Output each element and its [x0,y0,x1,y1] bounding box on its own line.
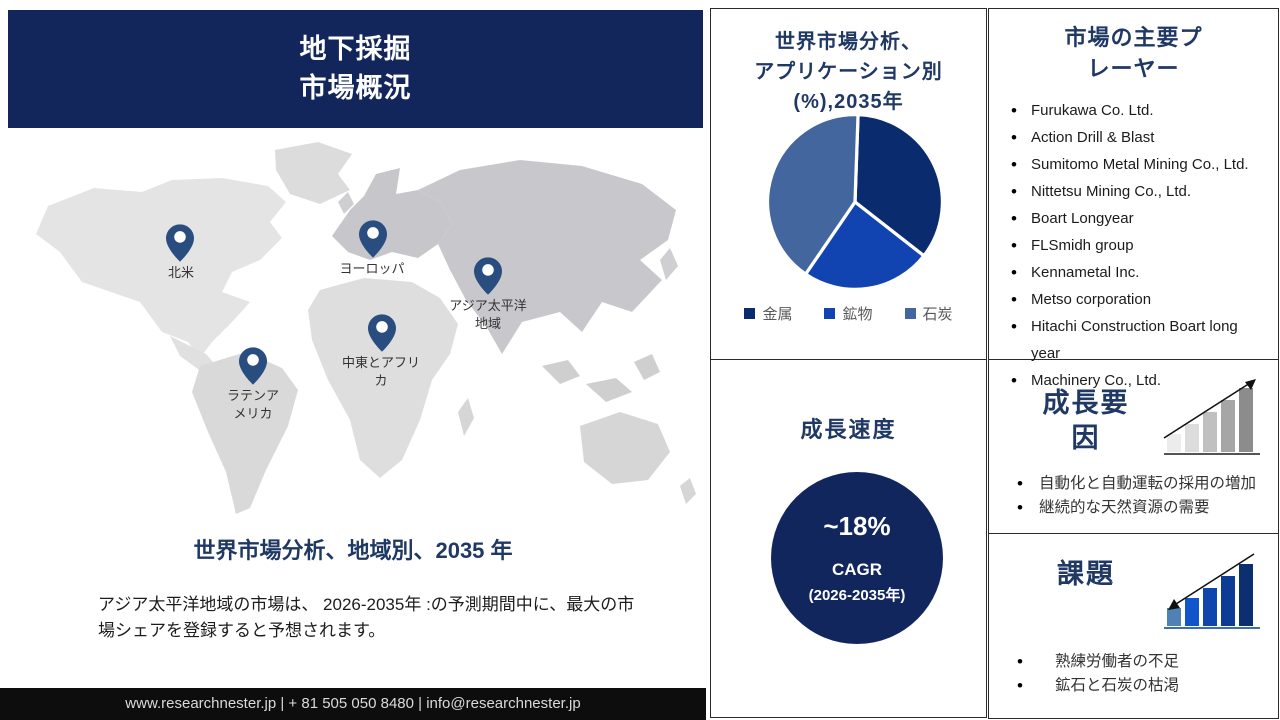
pie-slice-金属 [853,113,944,258]
pie-legend: 金属 鉱物 石炭 [711,303,986,324]
cagr-period: (2026-2035年) [808,587,906,604]
map-pin-latin-america [239,347,267,385]
key-players-title: 市場の主要プレーヤー [1064,25,1203,81]
challenges-list: 熟練労働者の不足 鉱石と石炭の枯渇 [1017,650,1278,698]
list-item: Hitachi Construction Boart long year [1007,313,1263,367]
legend-swatch-coal [904,308,916,319]
application-share-panel: 世界市場分析、 アプリケーション別 (%),2035年 金属 鉱物 石炭 [710,8,987,360]
legend-label-coal: 石炭 [922,306,953,323]
list-item: 自動化と自動運転の採用の増加 [1017,472,1278,496]
list-item: Metso corporation [1007,286,1263,313]
map-pin-middle-east-africa [368,314,396,352]
legend-item-mineral: 鉱物 [824,303,873,324]
list-item: Furukawa Co. Ltd. [1007,97,1263,124]
legend-label-mineral: 鉱物 [842,306,873,323]
world-map-section: 北米 ヨーロッパ アジア太平洋地域 中東とアフリカ ラテンアメリカ [20,140,700,520]
cagr-value: ~18% [823,511,891,541]
footer-bar: www.researchnester.jp | + 81 505 050 848… [0,688,706,720]
growth-factors-title: 成長要因 [1042,388,1130,454]
application-pie-chart [765,113,944,292]
page-title-banner: 地下採掘 市場概況 [8,10,703,128]
map-label-asia-pacific: アジア太平洋地域 [449,298,527,331]
map-label-latin-america: ラテンアメリカ [226,388,279,421]
map-pin-asia-pacific [474,257,502,295]
legend-swatch-metal [744,308,756,319]
legend-swatch-mineral [824,308,836,319]
pie-slice-石炭 [765,113,860,276]
list-item: Machinery Co., Ltd. [1007,367,1263,394]
key-players-panel: 市場の主要プレーヤー Furukawa Co. Ltd. Action Dril… [988,8,1279,394]
footer-contact-text: www.researchnester.jp | + 81 505 050 848… [125,695,581,712]
list-item: 継続的な天然資源の需要 [1017,496,1278,520]
list-item: 熟練労働者の不足 [1017,650,1278,674]
key-players-list: Furukawa Co. Ltd. Action Drill & Blast S… [1007,97,1263,394]
declining-blue-bar-chart-icon [1164,553,1260,629]
map-label-europe: ヨーロッパ [339,261,405,276]
growth-rate-panel: 成長速度 ~18% CAGR (2026-2035年) [710,359,987,718]
map-label-north-america: 北米 [167,265,194,280]
map-label-middle-east-africa: 中東とアフリカ [341,355,420,388]
challenges-title: 課題 [1057,559,1115,589]
list-item: 鉱石と石炭の枯渇 [1017,674,1278,698]
regional-analysis-caption: 世界市場分析、地域別、2035 年 [193,538,513,563]
list-item: Nittetsu Mining Co., Ltd. [1007,178,1263,205]
growth-rate-title: 成長速度 [800,417,897,442]
legend-label-metal: 金属 [762,306,793,323]
list-item: FLSmidh group [1007,232,1263,259]
page-title-line1: 地下採掘 [299,33,412,64]
list-item: Sumitomo Metal Mining Co., Ltd. [1007,151,1263,178]
cagr-label: CAGR [831,560,883,579]
world-map [36,142,696,514]
legend-item-metal: 金属 [744,303,792,324]
cagr-circle: ~18% CAGR (2026-2035年) [771,472,943,644]
list-item: Boart Longyear [1007,205,1263,232]
regional-analysis-body: アジア太平洋地域の市場は、 2026-2035年 :の予測期間中に、最大の市場シ… [98,595,635,641]
page-title-line2: 市場概況 [299,73,412,103]
growth-factors-list: 自動化と自動運転の採用の増加 継続的な天然資源の需要 [1017,472,1278,520]
pie-slice-鉱物 [803,200,926,292]
map-pin-north-america [166,224,194,262]
list-item: Action Drill & Blast [1007,124,1263,151]
map-pin-europe [359,220,387,258]
challenges-panel: 課題 熟練労働者の不足 鉱石と石炭の枯渇 [988,533,1279,719]
pie-chart-title: 世界市場分析、 アプリケーション別 (%),2035年 [754,31,943,113]
legend-item-coal: 石炭 [904,303,953,324]
list-item: Kennametal Inc. [1007,259,1263,286]
